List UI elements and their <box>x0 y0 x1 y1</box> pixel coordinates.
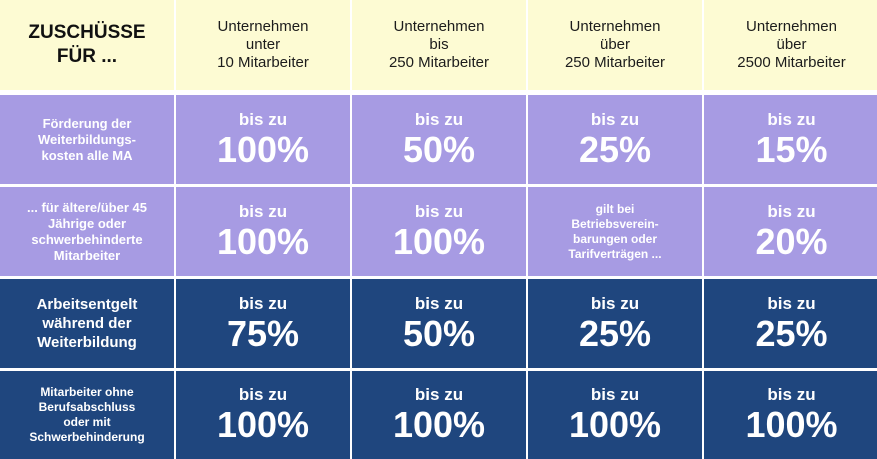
corner-title-line1: ZUSCHÜSSE <box>28 22 146 43</box>
table-cell: bis zu 25% <box>528 92 702 184</box>
column-header-over-250: Unternehmen über 250 Mitarbeiter <box>528 0 702 92</box>
column-header-line: Unternehmen <box>217 18 309 35</box>
cell-percentage: 100% <box>392 404 486 445</box>
corner-title-line2: FÜR ... <box>56 46 118 67</box>
cell-prefix: bis zu <box>590 293 640 313</box>
cell-prefix: bis zu <box>238 109 288 129</box>
row-label-line: schwerbehinderte <box>31 231 143 247</box>
cell-note-line: barungen oder <box>572 231 657 246</box>
cell-prefix: bis zu <box>767 385 816 404</box>
table-cell: bis zu 20% <box>704 184 877 276</box>
cell-prefix: bis zu <box>238 293 288 313</box>
row-label-line: Mitarbeiter <box>53 247 121 263</box>
cell-percentage: 75% <box>226 312 300 354</box>
cell-prefix: bis zu <box>238 201 288 221</box>
cell-percentage: 100% <box>745 404 838 445</box>
row-label-line: Mitarbeiter ohne <box>40 385 134 399</box>
column-header-under-10: Unternehmen unter 10 Mitarbeiter <box>176 0 350 92</box>
column-header-line: über <box>776 36 807 53</box>
table-corner-header: ZUSCHÜSSE FÜR ... <box>0 0 174 92</box>
cell-percentage: 25% <box>755 312 828 354</box>
row-label-line: oder mit <box>63 415 111 429</box>
cell-percentage: 50% <box>402 128 476 170</box>
row-label-line: Förderung der <box>42 115 132 131</box>
row-label-wages-during-training: Arbeitsentgelt während der Weiterbildung <box>0 276 174 368</box>
row-label-unqualified-or-disabled: Mitarbeiter ohne Berufsabschluss oder mi… <box>0 368 174 459</box>
row-label-older-employees: ... für ältere/über 45 Jährige oder schw… <box>0 184 174 276</box>
cell-prefix: bis zu <box>767 201 816 221</box>
cell-percentage: 50% <box>402 312 476 354</box>
cell-prefix: bis zu <box>414 293 464 313</box>
table-cell: bis zu 100% <box>176 368 350 459</box>
column-header-line: 250 Mitarbeiter <box>388 54 490 71</box>
table-cell: bis zu 100% <box>704 368 877 459</box>
cell-percentage: 100% <box>216 128 310 170</box>
cell-prefix: bis zu <box>590 109 640 129</box>
column-header-over-2500: Unternehmen über 2500 Mitarbeiter <box>704 0 877 92</box>
cell-prefix: bis zu <box>414 201 464 221</box>
column-header-up-to-250: Unternehmen bis 250 Mitarbeiter <box>352 0 526 92</box>
column-header-line: unter <box>245 36 281 53</box>
row-label-line: Schwerbehinderung <box>29 430 145 444</box>
table-cell: bis zu 100% <box>176 92 350 184</box>
table-cell: bis zu 15% <box>704 92 877 184</box>
row-label-line: Weiterbildungs- <box>38 131 136 147</box>
row-label-line: kosten alle MA <box>41 147 133 163</box>
table-cell: bis zu 50% <box>352 276 526 368</box>
cell-percentage: 25% <box>578 128 652 170</box>
column-header-line: 250 Mitarbeiter <box>564 54 666 71</box>
column-header-line: über <box>599 36 631 53</box>
table-cell: bis zu 75% <box>176 276 350 368</box>
row-label-line: ... für ältere/über 45 <box>27 199 147 215</box>
cell-prefix: bis zu <box>767 293 816 313</box>
cell-prefix: bis zu <box>414 109 464 129</box>
cell-prefix: bis zu <box>590 385 640 404</box>
cell-note-line: Betriebsverein- <box>571 216 659 231</box>
table-cell: bis zu 100% <box>352 368 526 459</box>
cell-percentage: 25% <box>578 312 652 354</box>
column-header-line: Unternehmen <box>746 18 837 35</box>
table-cell: bis zu 25% <box>704 276 877 368</box>
table-cell-note: gilt bei Betriebsverein- barungen oder T… <box>528 184 702 276</box>
cell-note-line: gilt bei <box>595 201 635 216</box>
table-cell: bis zu 50% <box>352 92 526 184</box>
cell-percentage: 100% <box>216 404 310 445</box>
row-label-line: Arbeitsentgelt <box>36 296 138 313</box>
column-header-line: 2500 Mitarbeiter <box>737 54 846 71</box>
column-header-line: Unternehmen <box>569 18 661 35</box>
row-label-line: Berufsabschluss <box>38 400 136 414</box>
cell-percentage: 20% <box>755 220 828 262</box>
cell-prefix: bis zu <box>767 109 816 129</box>
cell-prefix: bis zu <box>238 385 288 404</box>
table-cell: bis zu 100% <box>352 184 526 276</box>
cell-prefix: bis zu <box>414 385 464 404</box>
cell-percentage: 100% <box>392 220 486 262</box>
cell-note-line: Tarifverträgen ... <box>568 246 662 261</box>
table-cell: bis zu 100% <box>176 184 350 276</box>
cell-percentage: 15% <box>755 128 828 170</box>
row-label-line: Jährige oder <box>47 215 127 231</box>
table-cell: bis zu 100% <box>528 368 702 459</box>
row-label-line: während der <box>42 315 132 332</box>
row-label-training-costs: Förderung der Weiterbildungs- kosten all… <box>0 92 174 184</box>
cell-percentage: 100% <box>216 220 310 262</box>
cell-percentage: 100% <box>568 404 662 445</box>
table-cell: bis zu 25% <box>528 276 702 368</box>
row-label-line: Weiterbildung <box>37 334 137 351</box>
column-header-line: 10 Mitarbeiter <box>217 54 309 71</box>
column-header-line: bis <box>429 36 449 53</box>
column-header-line: Unternehmen <box>393 18 485 35</box>
